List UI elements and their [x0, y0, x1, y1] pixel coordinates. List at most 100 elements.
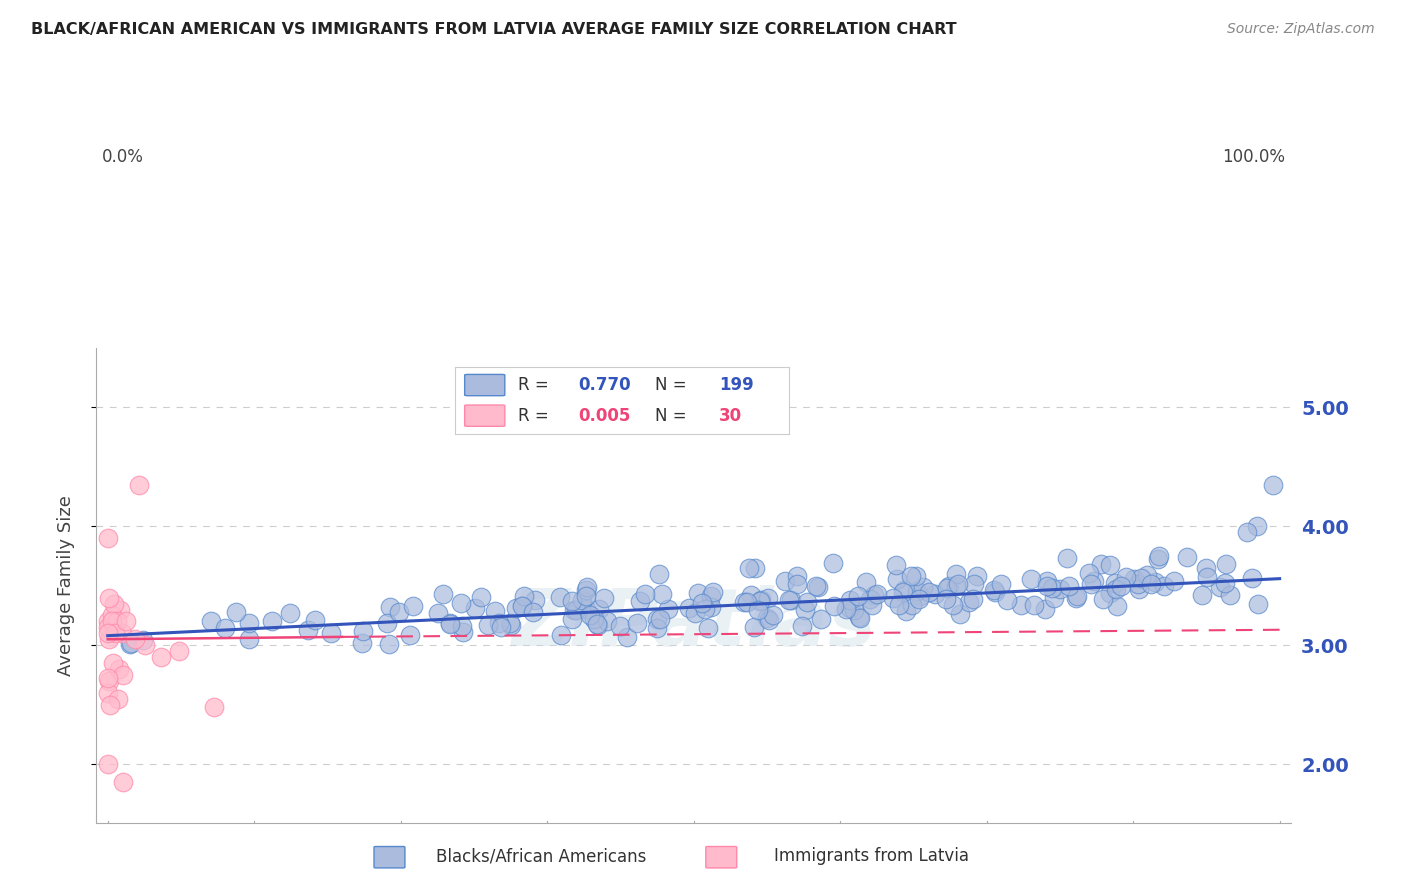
Point — [352, 624, 374, 638]
Point — [1099, 558, 1122, 572]
Point — [949, 607, 972, 622]
Point — [97, 620, 120, 634]
Point — [693, 602, 716, 616]
Point — [756, 591, 779, 606]
Point — [1019, 572, 1042, 586]
Point — [97, 672, 120, 686]
Point — [733, 594, 755, 608]
Point — [683, 607, 706, 621]
Point — [439, 616, 461, 631]
Point — [848, 610, 870, 624]
Point — [588, 602, 610, 616]
Point — [484, 604, 506, 618]
Point — [1246, 519, 1268, 533]
Point — [911, 580, 934, 594]
Point — [1036, 579, 1059, 593]
Text: Source: ZipAtlas.com: Source: ZipAtlas.com — [1227, 22, 1375, 37]
Point — [1126, 577, 1149, 591]
Point — [900, 569, 922, 583]
Point — [596, 615, 619, 629]
Point — [128, 477, 150, 491]
Point — [806, 579, 828, 593]
Point — [884, 558, 907, 572]
Point — [550, 628, 572, 642]
Point — [112, 775, 135, 789]
Point — [107, 691, 129, 706]
Point — [510, 599, 533, 614]
Point — [124, 632, 146, 647]
Point — [997, 592, 1019, 607]
Point — [1147, 549, 1170, 563]
Point — [747, 603, 769, 617]
Point — [1064, 591, 1087, 605]
Point — [1191, 588, 1213, 602]
Point — [821, 556, 844, 570]
Point — [773, 574, 796, 588]
Point — [1146, 552, 1168, 566]
Point — [200, 614, 222, 628]
Point — [686, 586, 709, 600]
Point — [439, 617, 461, 632]
Point — [907, 591, 929, 606]
Point — [966, 569, 988, 583]
Point — [1209, 580, 1232, 594]
Text: BLACK/AFRICAN AMERICAN VS IMMIGRANTS FROM LATVIA AVERAGE FAMILY SIZE CORRELATION: BLACK/AFRICAN AMERICAN VS IMMIGRANTS FRO… — [31, 22, 956, 37]
Text: Blacks/African Americans: Blacks/African Americans — [436, 847, 647, 865]
Point — [758, 613, 780, 627]
Point — [120, 636, 142, 650]
Point — [350, 636, 373, 650]
Point — [946, 576, 969, 591]
Point — [150, 650, 173, 665]
Point — [886, 573, 908, 587]
Point — [1122, 572, 1144, 586]
Point — [838, 601, 860, 615]
Point — [586, 618, 609, 632]
Point — [896, 604, 918, 618]
Point — [1195, 561, 1218, 575]
Point — [742, 620, 765, 634]
Point — [522, 605, 544, 619]
Point — [1036, 574, 1059, 588]
Point — [1136, 568, 1159, 582]
Point — [945, 579, 967, 593]
Point — [378, 637, 401, 651]
Point — [132, 633, 155, 648]
Point — [470, 590, 492, 604]
Point — [1115, 570, 1137, 584]
Point — [1130, 571, 1153, 585]
Point — [702, 584, 724, 599]
Point — [882, 591, 904, 605]
Point — [225, 605, 247, 619]
Point — [749, 593, 772, 607]
Point — [214, 621, 236, 635]
Point — [97, 673, 120, 688]
Point — [451, 619, 474, 633]
Point — [426, 606, 449, 620]
Point — [835, 602, 858, 616]
Point — [524, 592, 547, 607]
Point — [491, 620, 513, 634]
Point — [1215, 558, 1237, 572]
Point — [935, 592, 957, 607]
Point — [1057, 579, 1080, 593]
Point — [1240, 571, 1263, 585]
Point — [278, 606, 301, 620]
Point — [786, 577, 808, 591]
Point — [97, 757, 120, 772]
Point — [388, 605, 411, 619]
Point — [319, 625, 342, 640]
Point — [1056, 551, 1078, 566]
Point — [1040, 582, 1063, 596]
Point — [561, 594, 583, 608]
Point — [990, 576, 1012, 591]
Point — [1163, 574, 1185, 588]
Point — [585, 616, 607, 631]
Point — [616, 630, 638, 644]
Point — [499, 617, 522, 632]
Point — [238, 632, 260, 647]
Point — [565, 603, 588, 617]
Point — [756, 610, 779, 624]
Point — [936, 581, 959, 595]
Point — [945, 567, 967, 582]
Point — [796, 595, 818, 609]
